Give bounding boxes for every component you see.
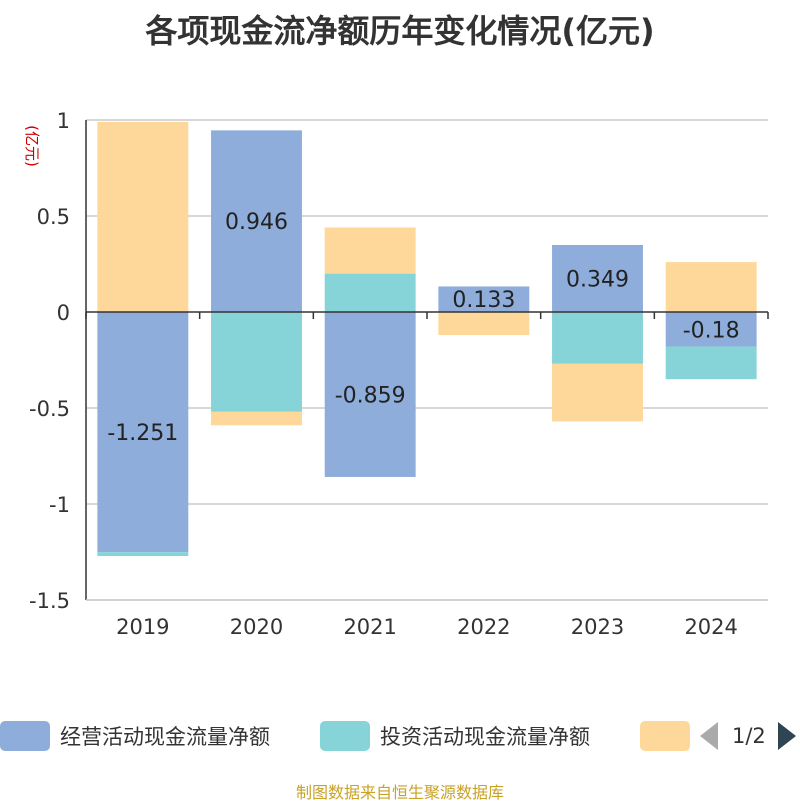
x-tick-label: 2023 xyxy=(571,615,624,639)
bar-2024-series-2[interactable] xyxy=(665,262,757,312)
x-tick-label: 2020 xyxy=(230,615,283,639)
bar-2020-series-1[interactable] xyxy=(211,312,302,412)
grid-lines xyxy=(86,119,768,601)
legend-swatch xyxy=(640,721,690,751)
legend-label: 投资活动现金流量净额 xyxy=(380,725,590,749)
y-axis-label: (亿元) xyxy=(23,125,41,167)
bar-2019-series-2[interactable] xyxy=(97,121,189,312)
x-tick-label: 2021 xyxy=(343,615,396,639)
bar-2022-series-2[interactable] xyxy=(438,312,530,336)
y-tick-label: -0.5 xyxy=(29,397,70,421)
bar-2019-series-1[interactable] xyxy=(97,552,189,557)
y-tick-label: 0.5 xyxy=(37,205,70,229)
bar-2020-series-2[interactable] xyxy=(211,411,302,426)
triangle-left-icon[interactable] xyxy=(700,722,718,750)
bar-2020-series-0[interactable] xyxy=(211,130,302,312)
axes: 1 0.5 0 -0.5 -1 -1.5 2019 2020 2021 2022 2023 2024 xyxy=(29,109,769,639)
bar-2023-series-1[interactable] xyxy=(552,312,643,364)
bar-2021-series-2[interactable] xyxy=(324,227,416,274)
y-tick-label: -1.5 xyxy=(29,589,70,613)
bar-2024-series-1[interactable] xyxy=(665,346,757,380)
bar-2021-series-1[interactable] xyxy=(324,273,416,312)
x-tick-label: 2019 xyxy=(116,615,169,639)
x-tick-label: 2024 xyxy=(684,615,737,639)
legend-item-operating[interactable]: 经营活动现金流量净额 xyxy=(0,716,270,756)
y-tick-label: -1 xyxy=(49,493,70,517)
data-label: 0.946 xyxy=(225,210,288,235)
legend-page-indicator: 1/2 xyxy=(732,724,766,748)
x-tick-label: 2022 xyxy=(457,615,510,639)
legend: 经营活动现金流量净额 投资活动现金流量净额 xyxy=(0,716,800,756)
data-label: -1.251 xyxy=(107,421,178,446)
data-label: -0.859 xyxy=(335,383,406,408)
bar-2019-series-0[interactable] xyxy=(97,312,189,553)
data-label: -0.18 xyxy=(683,318,740,343)
legend-swatch xyxy=(320,721,370,751)
legend-item-investing[interactable]: 投资活动现金流量净额 xyxy=(320,716,590,756)
triangle-right-icon[interactable] xyxy=(777,722,796,750)
bars xyxy=(97,121,757,557)
data-source-note: 制图数据来自恒生聚源数据库 xyxy=(295,783,504,802)
legend-swatch xyxy=(0,721,50,751)
data-label: 0.133 xyxy=(452,288,515,313)
legend-item-financing[interactable] xyxy=(640,716,690,756)
bar-2023-series-0[interactable] xyxy=(552,244,643,312)
legend-pager: 1/2 xyxy=(700,716,796,756)
chart-title: 各项现金流净额历年变化情况(亿元) xyxy=(145,12,655,50)
legend-label: 经营活动现金流量净额 xyxy=(60,725,270,749)
bar-2022-series-0[interactable] xyxy=(438,286,530,312)
bar-2021-series-0[interactable] xyxy=(324,312,416,477)
data-labels: -1.251 0.946 -0.859 0.133 0.349 -0.18 xyxy=(107,210,739,446)
data-label: 0.349 xyxy=(566,267,629,292)
y-tick-label: 0 xyxy=(57,301,70,325)
bar-2023-series-2[interactable] xyxy=(552,363,643,422)
bar-2024-series-0[interactable] xyxy=(665,312,757,347)
y-tick-label: 1 xyxy=(57,109,70,133)
